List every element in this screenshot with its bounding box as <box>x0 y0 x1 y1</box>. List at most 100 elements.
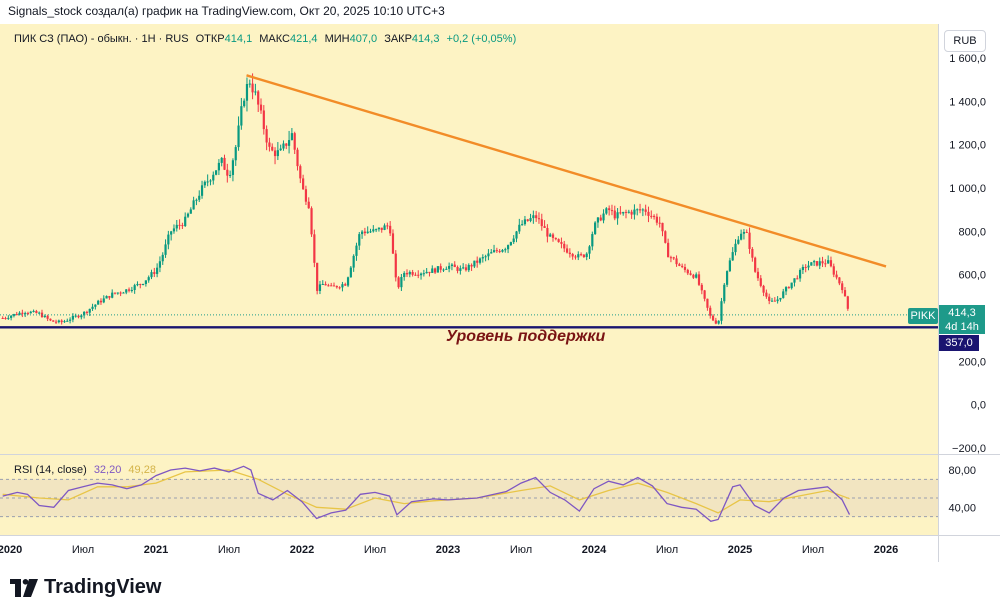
candle <box>243 98 246 108</box>
time-axis-tick: 2021 <box>144 544 168 556</box>
candle-body <box>650 215 653 217</box>
candle-body <box>627 211 630 213</box>
candle <box>57 319 60 324</box>
tradingview-logo[interactable]: TradingView <box>10 576 161 599</box>
low-label: МИН <box>324 33 350 45</box>
candle <box>790 282 793 290</box>
candle-body <box>184 216 187 227</box>
time-axis-tick: 2020 <box>0 544 22 556</box>
candle-body <box>756 271 760 279</box>
candle-body <box>327 285 330 287</box>
candle-body <box>422 273 425 275</box>
candle-body <box>195 199 198 201</box>
candle <box>223 154 226 171</box>
candle <box>391 229 395 255</box>
candle <box>296 147 299 171</box>
candle <box>605 207 608 215</box>
candle-body <box>97 300 100 305</box>
candle-body <box>467 264 470 271</box>
candle <box>257 90 260 113</box>
candle <box>723 283 726 304</box>
candle <box>170 230 173 241</box>
candle-body <box>60 320 63 323</box>
candle <box>459 265 462 275</box>
candle-body <box>83 311 86 316</box>
candle-body <box>827 260 830 264</box>
candle <box>147 275 150 283</box>
candle <box>282 140 285 151</box>
candle-body <box>375 229 378 231</box>
candle-body <box>768 296 771 301</box>
candle <box>787 286 790 289</box>
instrument-legend[interactable]: ПИК СЗ (ПАО) - обыкн. · 1Н · RUS ОТКР414… <box>14 33 516 45</box>
time-axis-tick: 2026 <box>874 544 898 556</box>
candle <box>537 212 541 224</box>
candle-body <box>560 242 563 244</box>
candle-body <box>613 210 616 219</box>
candle <box>672 256 675 261</box>
candle-body <box>798 270 802 279</box>
candle <box>675 255 678 267</box>
candle-body <box>377 227 381 230</box>
candle <box>768 293 771 305</box>
candle-body <box>417 274 420 276</box>
last-price-badge: 414,3 4d 14h <box>939 305 985 334</box>
rsi-legend[interactable]: RSI (14, close) 32,20 49,28 <box>14 464 156 476</box>
candle-body <box>714 320 717 324</box>
candle-body <box>245 84 249 101</box>
candle-body <box>843 290 847 297</box>
candle <box>532 210 535 224</box>
candle <box>492 244 496 253</box>
candle-body <box>706 298 709 308</box>
candle-body <box>599 217 602 221</box>
candle-body <box>262 110 265 130</box>
candle <box>141 283 145 286</box>
candle <box>161 252 164 265</box>
candle <box>804 264 807 273</box>
candle <box>38 311 41 315</box>
candle-body <box>450 264 454 266</box>
price-chart[interactable]: 1 600,0 1 400,0 1 200,0 1 000,0 800,0 600,0 20… <box>0 24 1000 562</box>
high-label: МАКС <box>259 33 290 45</box>
candle-body <box>664 231 667 243</box>
candle-body <box>35 310 38 314</box>
chart-frame[interactable]: 1 600,0 1 400,0 1 200,0 1 000,0 800,0 600,0 20… <box>0 24 1000 562</box>
candle-body <box>338 287 341 289</box>
candle-body <box>565 248 569 253</box>
candle-body <box>492 250 496 253</box>
time-axis-tick: 2023 <box>436 544 460 556</box>
candle-body <box>672 257 675 259</box>
candle-body <box>122 292 125 294</box>
candle <box>192 196 195 210</box>
candle <box>636 208 639 216</box>
candle-body <box>349 267 352 278</box>
candle <box>652 214 656 220</box>
candle <box>521 220 524 226</box>
candle-body <box>46 315 49 319</box>
candle-body <box>602 213 605 221</box>
candle-body <box>1 318 4 319</box>
candle <box>231 158 235 182</box>
candle-body <box>405 272 409 275</box>
candle <box>835 270 838 280</box>
candle <box>203 180 206 188</box>
candle <box>827 255 830 264</box>
candle-body <box>782 291 785 298</box>
candle-body <box>776 299 779 302</box>
candle <box>717 320 720 325</box>
candle <box>630 209 633 219</box>
candle <box>476 256 479 268</box>
candle <box>88 308 91 317</box>
candle <box>158 256 162 273</box>
candle-body <box>793 278 796 283</box>
candle <box>664 230 667 244</box>
candle-body <box>156 267 159 274</box>
candle-body <box>484 256 487 258</box>
candle-body <box>509 242 512 246</box>
currency-button[interactable]: RUB <box>944 30 986 52</box>
candle <box>563 240 566 253</box>
candle-body <box>15 314 18 316</box>
candle-body <box>835 274 838 278</box>
candle <box>206 174 209 187</box>
candle <box>389 221 392 237</box>
